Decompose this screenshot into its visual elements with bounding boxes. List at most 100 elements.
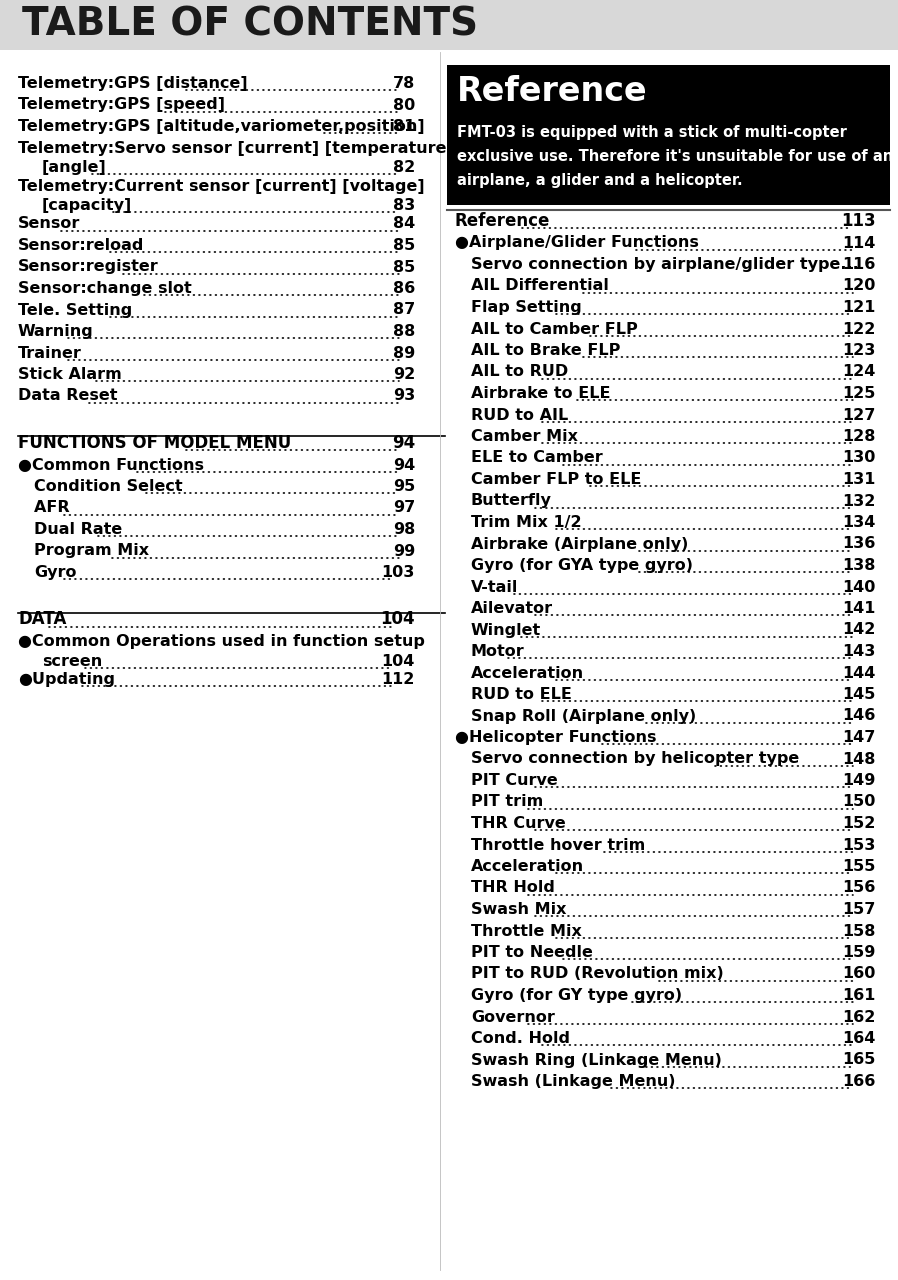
Text: 160: 160 [842,966,876,982]
Text: 104: 104 [382,654,415,668]
Text: 164: 164 [842,1030,876,1046]
Text: 94: 94 [392,457,415,472]
Text: 142: 142 [842,622,876,637]
Text: 123: 123 [842,343,876,358]
Text: 127: 127 [842,407,876,422]
Text: THR Hold: THR Hold [471,881,555,896]
Text: 161: 161 [842,988,876,1004]
Text: Condition Select: Condition Select [34,479,182,494]
Text: 87: 87 [392,302,415,317]
Text: 114: 114 [842,236,876,251]
Text: 130: 130 [842,451,876,466]
Text: 150: 150 [842,795,876,809]
Text: Telemetry:GPS [speed]: Telemetry:GPS [speed] [18,97,225,113]
Text: Swash (Linkage Menu): Swash (Linkage Menu) [471,1074,675,1089]
Text: Reference: Reference [457,76,647,108]
Text: 152: 152 [842,817,876,831]
Text: 80: 80 [392,97,415,113]
Text: Reference: Reference [455,212,550,230]
Text: 94: 94 [392,434,415,452]
Text: Camber Mix: Camber Mix [471,429,578,444]
Text: Data Reset: Data Reset [18,389,118,403]
Text: airplane, a glider and a helicopter.: airplane, a glider and a helicopter. [457,173,743,188]
Text: 155: 155 [842,859,876,874]
Text: 99: 99 [392,544,415,558]
Text: 98: 98 [392,522,415,538]
Text: 144: 144 [842,666,876,681]
Text: Governor: Governor [471,1010,555,1024]
Text: exclusive use. Therefore it's unsuitable for use of an: exclusive use. Therefore it's unsuitable… [457,148,894,164]
Text: [capacity]: [capacity] [42,198,132,212]
Text: Servo connection by helicopter type: Servo connection by helicopter type [471,751,799,767]
Text: 88: 88 [392,324,415,339]
Text: Airbrake (Airplane only): Airbrake (Airplane only) [471,536,689,552]
Text: RUD to ELE: RUD to ELE [471,687,572,701]
Bar [0,0,898,50]
Text: 83: 83 [392,198,415,212]
Text: screen: screen [42,654,102,668]
Text: 153: 153 [842,837,876,852]
Text: 157: 157 [842,902,876,916]
Text: Servo connection by airplane/glider type...: Servo connection by airplane/glider type… [471,257,858,271]
Text: 166: 166 [842,1074,876,1089]
Text: RUD to AIL: RUD to AIL [471,407,568,422]
Text: Butterfly: Butterfly [471,494,552,508]
Text: 131: 131 [842,472,876,486]
Text: 149: 149 [842,773,876,788]
Text: AIL to Camber FLP: AIL to Camber FLP [471,321,638,337]
Text: Telemetry:GPS [altitude,variometer,position]: Telemetry:GPS [altitude,variometer,posit… [18,119,425,134]
Text: 138: 138 [842,558,876,573]
Text: 165: 165 [842,1052,876,1068]
Bar [447,65,890,205]
Text: 81: 81 [392,119,415,134]
Text: Motor: Motor [471,644,524,659]
Text: 93: 93 [392,389,415,403]
Text: 113: 113 [841,212,876,230]
Text: 156: 156 [842,881,876,896]
Text: 125: 125 [842,387,876,401]
Text: V-tail: V-tail [471,580,518,594]
Text: Winglet: Winglet [471,622,541,637]
Text: ●Helicopter Functions: ●Helicopter Functions [455,730,656,745]
Text: 112: 112 [382,672,415,687]
Text: Dual Rate: Dual Rate [34,522,122,538]
Text: Program Mix: Program Mix [34,544,149,558]
Text: AFR: AFR [34,500,75,516]
Text: 159: 159 [842,945,876,960]
Text: Camber FLP to ELE: Camber FLP to ELE [471,472,641,486]
Text: Throttle hover trim: Throttle hover trim [471,837,646,852]
Text: FUNCTIONS OF MODEL MENU: FUNCTIONS OF MODEL MENU [18,434,291,452]
Text: Airbrake to ELE: Airbrake to ELE [471,387,611,401]
Text: ELE to Camber: ELE to Camber [471,451,603,466]
Text: ●Common Operations used in function setup: ●Common Operations used in function setu… [18,634,425,649]
Text: 162: 162 [842,1010,876,1024]
Text: Gyro: Gyro [34,564,76,580]
Text: Sensor:register: Sensor:register [18,260,159,274]
Text: 141: 141 [842,602,876,616]
Text: 143: 143 [842,644,876,659]
Text: Swash Mix: Swash Mix [471,902,567,916]
Text: FMT-03 is equipped with a stick of multi-copter: FMT-03 is equipped with a stick of multi… [457,125,847,140]
Text: Sensor:change slot: Sensor:change slot [18,282,192,296]
Text: 103: 103 [382,564,415,580]
Text: Cond. Hold: Cond. Hold [471,1030,570,1046]
Text: Telemetry:Current sensor [current] [voltage]: Telemetry:Current sensor [current] [volt… [18,178,425,193]
Text: 158: 158 [842,923,876,938]
Text: PIT Curve: PIT Curve [471,773,558,788]
Text: 97: 97 [392,500,415,516]
Text: Stick Alarm: Stick Alarm [18,367,122,381]
Text: AIL to Brake FLP: AIL to Brake FLP [471,343,621,358]
Text: PIT to RUD (Revolution mix): PIT to RUD (Revolution mix) [471,966,724,982]
Text: Acceleration: Acceleration [471,666,584,681]
Text: TABLE OF CONTENTS: TABLE OF CONTENTS [22,6,478,44]
Text: 122: 122 [842,321,876,337]
Text: Throttle Mix: Throttle Mix [471,923,582,938]
Text: Warning: Warning [18,324,93,339]
Text: 95: 95 [392,479,415,494]
Text: ●Airplane/Glider Functions: ●Airplane/Glider Functions [455,236,699,251]
Text: 121: 121 [842,300,876,315]
Text: 140: 140 [842,580,876,594]
Text: 136: 136 [842,536,876,552]
Text: 116: 116 [842,257,876,271]
Text: 148: 148 [842,751,876,767]
